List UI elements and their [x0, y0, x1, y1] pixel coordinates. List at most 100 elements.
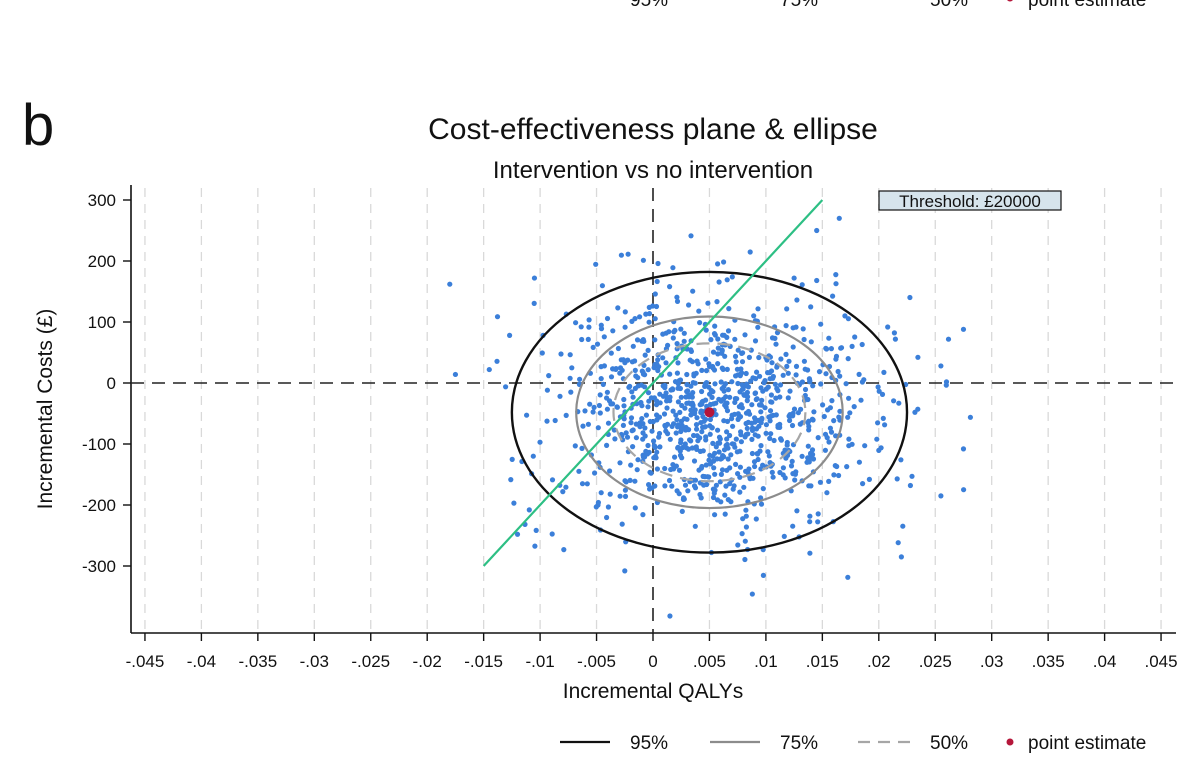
scatter-point: [687, 437, 693, 443]
scatter-point: [762, 405, 768, 411]
scatter-point: [586, 324, 592, 330]
scatter-point: [686, 392, 692, 398]
scatter-point: [632, 367, 638, 373]
scatter-point: [827, 425, 834, 431]
scatter-point: [790, 410, 796, 416]
scatter-point: [579, 336, 585, 343]
x-tick-label: .02: [867, 652, 891, 671]
scatter-point: [697, 491, 703, 498]
scatter-point: [544, 387, 551, 393]
scatter-point: [507, 332, 513, 338]
y-axis-ticks: 300 200 100 0 -100 -200 -300: [82, 191, 131, 576]
scatter-point: [831, 418, 837, 424]
scatter-point: [591, 404, 597, 410]
scatter-point: [727, 432, 733, 439]
scatter-point: [733, 359, 739, 365]
scatter-point: [653, 303, 660, 310]
scatter-point: [876, 388, 882, 394]
scatter-point: [537, 439, 543, 445]
scatter-point: [639, 416, 645, 422]
scatter-point: [666, 477, 673, 484]
scatter-point: [675, 381, 681, 387]
scatter-point: [618, 252, 625, 258]
scatter-point: [732, 353, 739, 359]
scatter-point: [828, 346, 835, 352]
ellipse-95pct: [510, 270, 909, 554]
scatter-point: [663, 428, 669, 434]
scatter-point: [778, 356, 784, 362]
scatter-point: [674, 294, 680, 300]
scatter-point: [967, 414, 974, 420]
scatter-point: [675, 399, 682, 405]
scatter-point: [633, 373, 639, 379]
scatter-point: [604, 442, 610, 448]
scatter-point: [724, 467, 730, 473]
scatter-point: [732, 336, 738, 342]
scatter-point: [624, 434, 631, 440]
scatter-point: [715, 345, 721, 351]
scatter-point: [758, 409, 764, 415]
scatter-point: [793, 372, 799, 378]
scatter-point: [735, 380, 741, 387]
scatter-point: [708, 337, 714, 343]
scatter-point: [805, 396, 811, 403]
scatter-point: [794, 508, 800, 514]
scatter-point: [688, 233, 694, 239]
scatter-point: [715, 261, 721, 267]
x-tick-label: .03: [980, 652, 1004, 671]
scatter-point: [763, 422, 770, 428]
scatter-point: [743, 381, 750, 387]
scatter-point: [697, 320, 703, 326]
scatter-point: [582, 408, 588, 414]
scatter-point: [604, 406, 611, 412]
x-tick-label: 0: [648, 652, 657, 671]
scatter-point: [718, 379, 724, 385]
scatter-point: [669, 386, 676, 392]
scatter-point: [818, 381, 824, 387]
scatter-point: [561, 547, 567, 553]
scatter-point: [746, 466, 752, 472]
scatter-point: [733, 373, 739, 379]
scatter-point: [558, 351, 564, 357]
scatter-point: [712, 487, 718, 493]
scatter-point: [836, 472, 842, 479]
scatter-point: [735, 542, 741, 548]
scatter-point: [584, 481, 590, 487]
scatter-point: [654, 449, 660, 455]
chart-subtitle: Intervention vs no intervention: [493, 157, 813, 184]
scatter-point: [693, 422, 700, 428]
scatter-point: [598, 326, 605, 332]
scatter-point: [684, 382, 690, 388]
scatter-point: [662, 465, 668, 472]
scatter-point: [752, 390, 759, 396]
scatter-point: [652, 483, 658, 489]
scatter-point: [784, 439, 790, 446]
scatter-point: [713, 444, 719, 450]
x-tick-label: -.03: [300, 652, 329, 671]
legend: 95% 75% 50% point estimate: [560, 733, 1146, 754]
x-tick-label: -.025: [351, 652, 390, 671]
scatter-point: [662, 382, 668, 389]
scatter-point: [714, 497, 721, 503]
scatter-point: [711, 331, 718, 337]
scatter-point: [610, 366, 616, 372]
scatter-point: [640, 430, 646, 436]
scatter-point: [743, 370, 749, 377]
threshold-annotation: Threshold: £20000: [878, 190, 1062, 211]
x-tick-label: .04: [1093, 652, 1117, 671]
scatter-point: [725, 456, 731, 462]
scatter-point: [678, 326, 684, 332]
scatter-point: [689, 445, 696, 451]
scatter-point: [452, 371, 459, 378]
vertical-gridlines: [144, 188, 1162, 633]
scatter-point: [643, 311, 649, 317]
scatter-point: [586, 317, 592, 323]
scatter-point: [632, 505, 638, 511]
x-axis-ticks: -.045 -.04 -.035 -.03 -.025 -.02 -.015 -.01 -.00…: [126, 633, 1178, 671]
x-tick-label: -.04: [187, 652, 216, 671]
scatter-point: [674, 298, 681, 304]
scatter-point: [780, 372, 786, 378]
scatter-point: [705, 300, 711, 306]
scatter-point: [670, 335, 676, 341]
scatter-point: [721, 332, 727, 338]
